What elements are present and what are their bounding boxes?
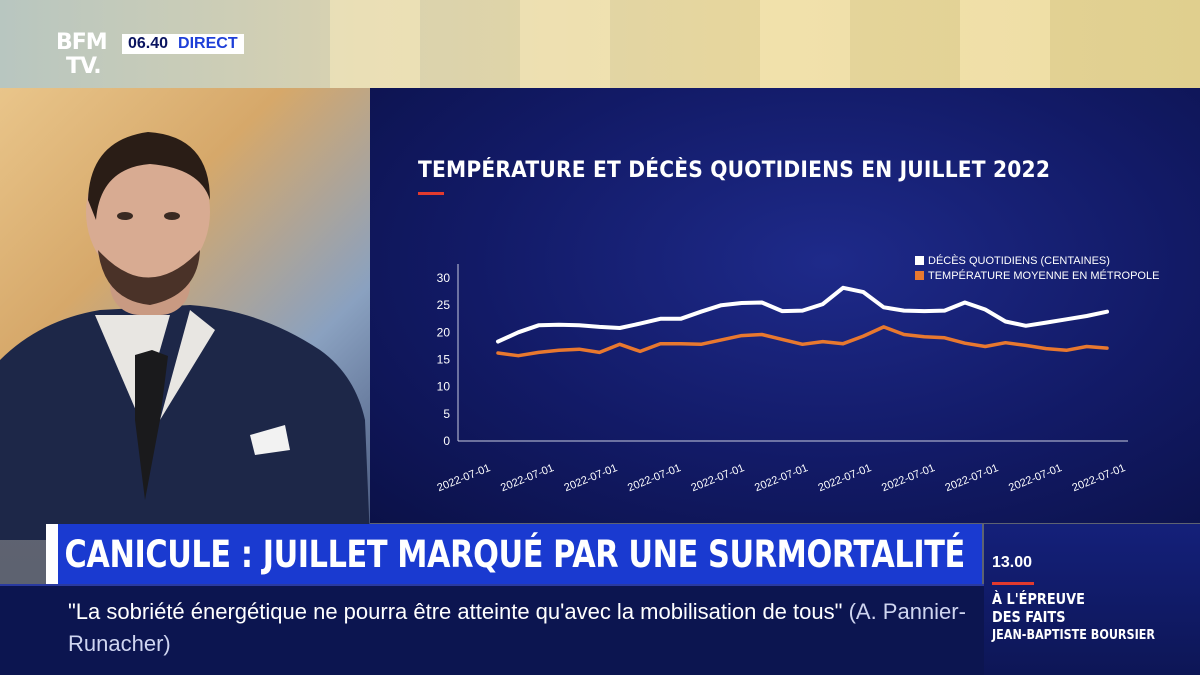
banner-notch [46, 524, 58, 584]
y-tick-label: 0 [443, 434, 450, 448]
legend-entry: TEMPÉRATURE MOYENNE EN MÉTROPOLE [915, 268, 1159, 283]
live-clock: 06.40 DIRECT [122, 34, 244, 54]
chart-title: TEMPÉRATURE ET DÉCÈS QUOTIDIENS EN JUILL… [418, 158, 1051, 183]
series-line-2 [496, 325, 1109, 358]
chart-panel: TEMPÉRATURE ET DÉCÈS QUOTIDIENS EN JUILL… [370, 88, 1200, 523]
y-tick-label: 25 [437, 298, 451, 312]
studio-panel [760, 0, 850, 88]
x-tick-label: 2022-07-01 [1007, 462, 1064, 494]
promo-title-line2: DES FAITS [992, 608, 1066, 626]
x-tick-label: 2022-07-01 [626, 462, 683, 494]
x-tick-label: 2022-07-01 [499, 462, 556, 494]
x-tick-label: 2022-07-01 [690, 462, 747, 494]
x-tick-label: 2022-07-01 [1071, 462, 1128, 494]
series-line-1 [496, 285, 1109, 344]
x-tick-label: 2022-07-01 [436, 462, 493, 494]
x-tick-label: 2022-07-01 [880, 462, 937, 494]
quote-text: "La sobriété énergétique ne pourra être … [68, 599, 843, 624]
logo-line2: TV. [66, 54, 102, 79]
x-tick-label: 2022-07-01 [753, 462, 810, 494]
y-tick-label: 5 [443, 407, 450, 421]
ticker-quote: "La sobriété énergétique ne pourra être … [68, 596, 968, 660]
quote-ticker: "La sobriété énergétique ne pourra être … [0, 584, 984, 675]
legend-swatch [915, 256, 924, 265]
studio-wall [0, 0, 1200, 88]
studio-panel [330, 0, 420, 88]
x-tick-label: 2022-07-01 [817, 462, 874, 494]
logo-line1: BFM [56, 30, 108, 55]
ticker-divider [0, 584, 984, 586]
presenter [0, 132, 370, 540]
headline-text: CANICULE : JUILLET MARQUÉ PAR UNE SURMOR… [64, 532, 966, 576]
live-label: DIRECT [178, 35, 238, 52]
promo-host: JEAN-BAPTISTE BOURSIER [992, 628, 1155, 643]
promo-title: À L'ÉPREUVE DES FAITS [992, 590, 1085, 626]
clock-time: 06.40 [128, 35, 169, 52]
channel-logo: BFM TV. [56, 32, 118, 84]
x-tick-label: 2022-07-01 [944, 462, 1001, 494]
studio-panel [520, 0, 610, 88]
promo-accent-line [992, 582, 1034, 585]
legend-swatch [915, 271, 924, 280]
studio-panel [960, 0, 1050, 88]
title-accent-line [418, 192, 444, 195]
y-tick-label: 10 [437, 380, 451, 394]
y-tick-label: 20 [437, 325, 451, 339]
x-tick-label: 2022-07-01 [563, 462, 620, 494]
chart-legend: DÉCÈS QUOTIDIENS (CENTAINES) TEMPÉRATURE… [915, 253, 1159, 283]
legend-entry: DÉCÈS QUOTIDIENS (CENTAINES) [915, 253, 1159, 268]
legend-label: DÉCÈS QUOTIDIENS (CENTAINES) [928, 254, 1110, 267]
quote-author: (A. Pannier-Runacher) [68, 599, 966, 656]
y-tick-label: 30 [437, 271, 451, 285]
promo-title-line1: À L'ÉPREUVE [992, 590, 1085, 608]
headline-banner: CANICULE : JUILLET MARQUÉ PAR UNE SURMOR… [58, 524, 982, 584]
program-promo: 13.00 À L'ÉPREUVE DES FAITS JEAN-BAPTIST… [984, 524, 1200, 675]
legend-label: TEMPÉRATURE MOYENNE EN MÉTROPOLE [928, 269, 1160, 282]
promo-time: 13.00 [992, 554, 1033, 571]
y-tick-label: 15 [437, 353, 451, 367]
